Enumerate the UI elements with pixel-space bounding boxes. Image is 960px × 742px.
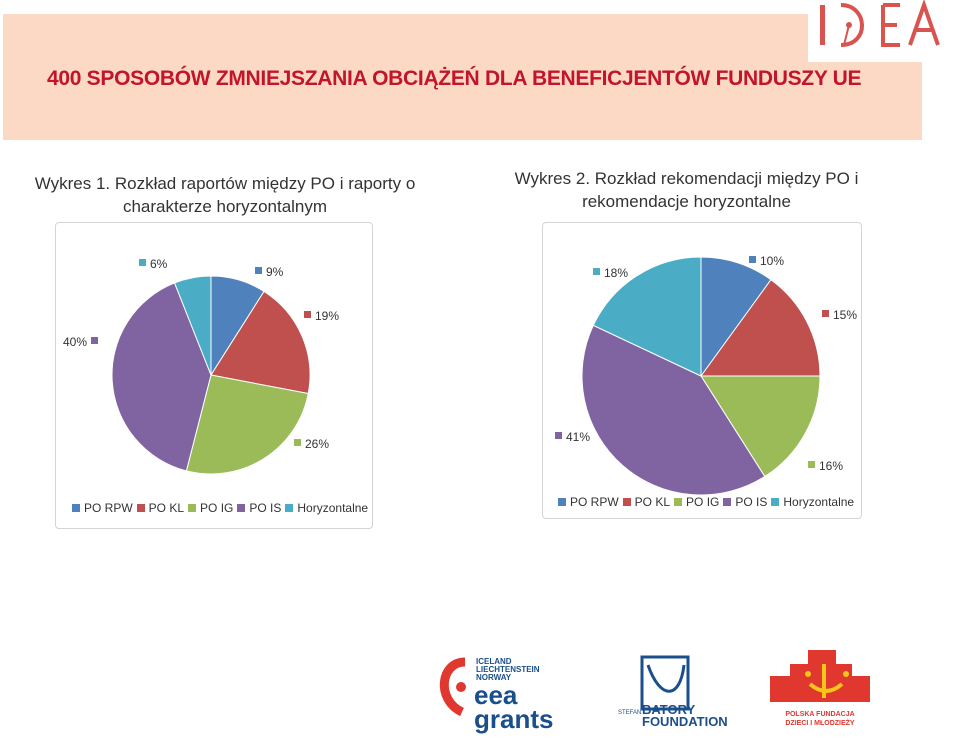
data-label: 18% bbox=[604, 266, 628, 280]
data-label-marker bbox=[822, 310, 829, 317]
legend-item: PO IS bbox=[723, 495, 767, 509]
legend-swatch bbox=[237, 504, 246, 512]
pie-slice-po-is bbox=[581, 324, 766, 496]
data-label: 19% bbox=[315, 309, 339, 323]
pie-slice-po-ig bbox=[700, 375, 821, 478]
idea-logo bbox=[808, 0, 960, 62]
chart-2-legend: PO RPW PO KL PO IG PO IS Horyzontalne bbox=[558, 495, 858, 509]
pie-slice-po-kl bbox=[210, 290, 311, 395]
grants-wordmark: grants bbox=[474, 704, 553, 734]
eea-grants-dot bbox=[456, 682, 466, 692]
footer-logos: ICELAND LIECHTENSTEIN NORWAY eea grants … bbox=[0, 640, 960, 737]
legend-item: PO IG bbox=[188, 501, 233, 515]
data-label: 10% bbox=[760, 254, 784, 268]
data-label-marker bbox=[555, 432, 562, 439]
data-label-marker bbox=[294, 439, 301, 446]
data-label: 40% bbox=[63, 335, 87, 349]
idea-logo-i bbox=[820, 5, 825, 45]
data-label: 9% bbox=[266, 265, 284, 279]
chart-1-legend: PO RPW PO KL PO IG PO IS Horyzontalne bbox=[72, 501, 372, 515]
pie-slice-horyzontalne bbox=[592, 256, 702, 377]
batory-word: BATORY bbox=[642, 702, 696, 717]
data-label-marker bbox=[304, 311, 311, 318]
eea-country-2: LIECHTENSTEIN bbox=[476, 665, 540, 674]
pie-slice-po-is bbox=[111, 282, 212, 472]
legend-swatch bbox=[622, 498, 631, 506]
eea-grants-swoosh bbox=[439, 657, 466, 717]
legend-swatch bbox=[72, 504, 80, 512]
footer-logos-graphic: ICELAND LIECHTENSTEIN NORWAY eea grants … bbox=[439, 650, 870, 734]
legend-label: PO KL bbox=[634, 495, 671, 509]
legend-item: PO RPW bbox=[72, 501, 133, 515]
data-label-marker bbox=[91, 337, 98, 344]
idea-logo-graphic bbox=[820, 0, 940, 47]
chart-1-title: Wykres 1. Rozkład raportów między PO i r… bbox=[34, 174, 416, 216]
idea-logo-a bbox=[908, 0, 940, 46]
pfdim-dot-2 bbox=[843, 671, 849, 677]
pie-slice-po-kl bbox=[700, 279, 821, 377]
data-label: 6% bbox=[150, 257, 168, 271]
legend-item: PO IG bbox=[674, 495, 719, 509]
legend-item: PO KL bbox=[136, 501, 185, 515]
legend-swatch bbox=[771, 498, 780, 506]
legend-label: Horyzontalne bbox=[783, 495, 855, 509]
pfdim-text-1: POLSKA FUNDACJA bbox=[785, 711, 854, 718]
chart-2-pie: 10% 15% 16% 41% 18% bbox=[555, 254, 857, 496]
pfdim-dot-1 bbox=[805, 671, 811, 677]
data-label-marker bbox=[749, 256, 756, 263]
charts-svg: 9% 19% 26% 40% 6% 10% 15% 16% 41% 18% bbox=[63, 254, 857, 496]
data-label-marker bbox=[593, 268, 600, 275]
page-title: 400 SPOSOBÓW ZMNIEJSZANIA OBCIĄŻEŃ DLA B… bbox=[47, 67, 862, 90]
legend-label: PO IS bbox=[735, 495, 768, 509]
legend-swatch bbox=[285, 504, 294, 512]
pfdim-shape bbox=[770, 650, 870, 702]
legend-label: Horyzontalne bbox=[297, 501, 369, 515]
chart-2-title: Wykres 2. Rozkład rekomendacji między PO… bbox=[514, 169, 859, 211]
eea-grants-logo: ICELAND LIECHTENSTEIN NORWAY eea grants bbox=[439, 657, 553, 734]
data-label: 41% bbox=[566, 430, 590, 444]
legend-label: PO IG bbox=[200, 501, 234, 515]
pfdim-text-2: DZIECI I MŁODZIEŻY bbox=[785, 719, 855, 727]
legend-label: PO IS bbox=[249, 501, 282, 515]
data-label: 16% bbox=[819, 459, 843, 473]
legend-swatch bbox=[723, 498, 732, 506]
foundation-word: FOUNDATION bbox=[642, 714, 728, 729]
pfdim-figure bbox=[808, 664, 844, 698]
pie-slice-horyzontalne bbox=[173, 275, 212, 376]
legend-label: PO IG bbox=[686, 495, 720, 509]
legend-label: PO RPW bbox=[84, 501, 133, 515]
batory-foundation-logo: STEFAN BATORY FOUNDATION bbox=[618, 655, 728, 729]
eea-wordmark: eea bbox=[474, 680, 518, 710]
eea-country-1: ICELAND bbox=[476, 657, 512, 666]
legend-item: Horyzontalne bbox=[771, 495, 854, 509]
pfdim-logo: POLSKA FUNDACJA DZIECI I MŁODZIEŻY bbox=[770, 650, 870, 727]
data-label: 26% bbox=[305, 437, 329, 451]
legend-swatch bbox=[188, 504, 197, 512]
batory-small-text: STEFAN bbox=[618, 710, 641, 716]
data-label-marker bbox=[139, 259, 146, 266]
idea-logo-needle bbox=[843, 24, 850, 46]
batory-emblem bbox=[646, 664, 686, 693]
eea-country-3: NORWAY bbox=[476, 673, 512, 682]
data-label: 15% bbox=[833, 308, 857, 322]
legend-swatch bbox=[136, 504, 145, 512]
idea-logo-arc bbox=[840, 3, 864, 47]
pie-slice-po-ig bbox=[185, 374, 309, 475]
legend-label: PO KL bbox=[148, 501, 185, 515]
legend-label: PO RPW bbox=[570, 495, 619, 509]
legend-swatch bbox=[674, 498, 683, 506]
batory-frame bbox=[640, 655, 690, 711]
legend-item: Horyzontalne bbox=[285, 501, 368, 515]
legend-item: PO KL bbox=[622, 495, 671, 509]
pie-slice-po-rpw bbox=[700, 256, 772, 378]
data-label-marker bbox=[808, 461, 815, 468]
legend-swatch bbox=[558, 498, 566, 506]
data-label-marker bbox=[255, 267, 262, 274]
header-band bbox=[3, 14, 922, 140]
legend-item: PO IS bbox=[237, 501, 281, 515]
legend-item: PO RPW bbox=[558, 495, 619, 509]
idea-logo-e bbox=[881, 3, 900, 47]
chart-1-pie: 9% 19% 26% 40% 6% bbox=[63, 257, 339, 475]
